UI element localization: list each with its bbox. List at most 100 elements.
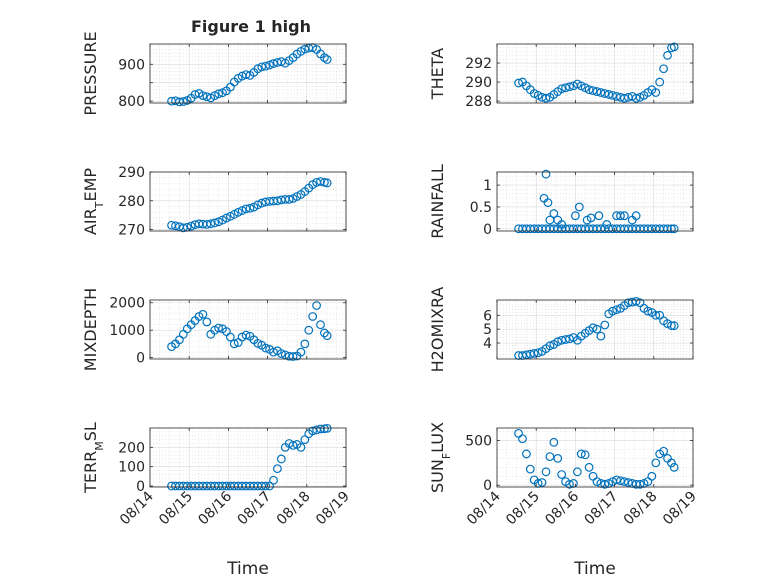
y-tick-label: 1 bbox=[483, 178, 492, 194]
data-point bbox=[545, 341, 555, 351]
data-point bbox=[198, 91, 208, 101]
data-point bbox=[659, 446, 668, 456]
data-point bbox=[229, 339, 239, 349]
axes-box bbox=[149, 299, 347, 360]
data-point bbox=[545, 452, 555, 462]
data-point bbox=[594, 211, 604, 221]
figure-title: Figure 1 high bbox=[191, 17, 311, 36]
axes-background bbox=[497, 300, 693, 359]
y-tick-label: 0 bbox=[483, 222, 492, 238]
data-point bbox=[541, 93, 551, 103]
data-point bbox=[565, 82, 574, 92]
data-point bbox=[186, 221, 196, 231]
data-point bbox=[206, 219, 216, 229]
data-point bbox=[322, 178, 332, 188]
axes-background bbox=[497, 172, 693, 231]
data-point bbox=[612, 305, 621, 315]
data-point bbox=[304, 325, 314, 335]
data-point bbox=[631, 296, 641, 306]
data-series bbox=[514, 42, 679, 103]
data-point bbox=[214, 323, 224, 333]
y-tick-label: 270 bbox=[118, 223, 145, 239]
data-point bbox=[261, 61, 271, 71]
data-point bbox=[553, 337, 563, 347]
data-point bbox=[320, 53, 329, 63]
data-point bbox=[561, 83, 570, 93]
data-point bbox=[600, 320, 610, 330]
data-point bbox=[669, 42, 679, 52]
data-point bbox=[659, 64, 668, 74]
data-point bbox=[276, 349, 286, 358]
data-point bbox=[296, 347, 306, 357]
axes-box bbox=[496, 43, 694, 104]
data-point bbox=[245, 203, 255, 213]
axes-box bbox=[496, 427, 694, 488]
y-tick-label: 290 bbox=[465, 75, 492, 91]
data-point bbox=[635, 479, 645, 489]
y-tick-label: 4 bbox=[483, 336, 492, 352]
data-series bbox=[514, 428, 679, 489]
y-tick-label: 500 bbox=[465, 434, 492, 450]
y-tick-label: 0.5 bbox=[470, 200, 492, 216]
data-point bbox=[316, 320, 325, 330]
data-point bbox=[300, 339, 310, 349]
data-point bbox=[284, 194, 294, 204]
y-tick-label: 288 bbox=[465, 94, 492, 110]
data-point bbox=[312, 301, 322, 310]
data-point bbox=[588, 323, 598, 333]
data-point bbox=[592, 477, 602, 487]
data-point bbox=[557, 470, 567, 479]
data-point bbox=[616, 211, 625, 221]
data-point bbox=[588, 86, 598, 96]
data-point bbox=[322, 331, 332, 341]
data-point bbox=[557, 220, 567, 229]
data-point bbox=[620, 477, 629, 487]
axes-box bbox=[496, 171, 694, 232]
y-tick-label: 2000 bbox=[109, 296, 145, 312]
data-point bbox=[647, 471, 657, 481]
data-point bbox=[522, 449, 531, 459]
data-series bbox=[514, 296, 679, 360]
data-point bbox=[669, 224, 679, 234]
data-point bbox=[549, 209, 559, 218]
data-point bbox=[308, 312, 318, 321]
data-point bbox=[620, 93, 629, 103]
data-series bbox=[167, 177, 332, 233]
data-point bbox=[651, 458, 661, 468]
data-series bbox=[514, 169, 679, 234]
data-point bbox=[198, 309, 208, 319]
data-point bbox=[655, 77, 665, 87]
data-point bbox=[525, 464, 535, 474]
data-point bbox=[612, 475, 621, 485]
axes-background bbox=[150, 428, 346, 487]
y-tick-label: 100 bbox=[118, 460, 145, 476]
data-point bbox=[225, 332, 235, 342]
y-axis-label: THETA bbox=[428, 48, 447, 100]
data-point bbox=[574, 202, 584, 212]
data-point bbox=[214, 217, 224, 227]
data-point bbox=[316, 177, 325, 186]
y-tick-label: 5 bbox=[483, 322, 492, 338]
data-point bbox=[541, 467, 551, 477]
data-point bbox=[241, 330, 251, 340]
grid bbox=[149, 44, 347, 103]
subplot-1: 800 900 PRESSURE bbox=[81, 31, 347, 116]
data-point bbox=[600, 89, 610, 98]
data-point bbox=[623, 478, 633, 487]
data-point bbox=[273, 464, 282, 474]
data-point bbox=[316, 424, 325, 434]
data-point bbox=[549, 437, 559, 447]
data-point bbox=[592, 87, 602, 96]
data-point bbox=[616, 476, 625, 486]
data-point bbox=[261, 343, 271, 353]
data-point bbox=[561, 335, 570, 344]
data-series bbox=[167, 43, 332, 107]
data-point bbox=[612, 91, 621, 101]
data-point bbox=[308, 426, 318, 436]
y-axis-label: PRESSURE bbox=[81, 31, 100, 115]
y-tick-label: 280 bbox=[118, 194, 145, 210]
data-point bbox=[669, 462, 679, 472]
x-axis-label: Time bbox=[573, 559, 616, 579]
